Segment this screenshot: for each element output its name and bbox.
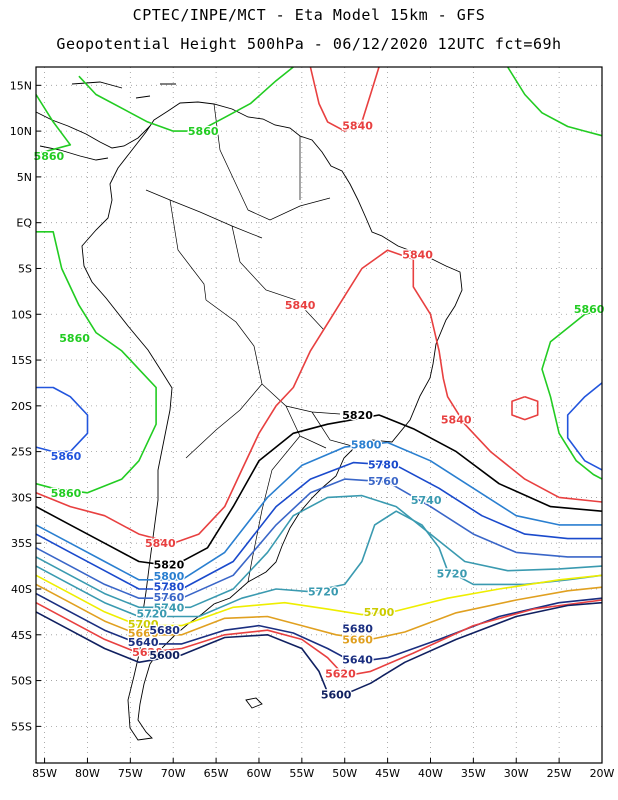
- contour-label: 5640: [128, 636, 159, 649]
- lat-tick-label: 35S: [11, 537, 32, 550]
- contour-label: 5740: [411, 494, 442, 507]
- graticule-grid: [36, 67, 603, 763]
- contour-label: 5720: [308, 586, 339, 599]
- contour-label: 5840: [342, 120, 373, 133]
- lon-tick-label: 55W: [289, 767, 314, 780]
- contour-label: 5800: [351, 438, 382, 451]
- contour-label: 5860: [59, 332, 90, 345]
- map-frame: [35, 66, 603, 764]
- contour-label: 5840: [145, 537, 176, 550]
- lat-tick-label: 15S: [11, 354, 32, 367]
- contour-label: 5620: [132, 646, 163, 659]
- lon-tick-label: 60W: [247, 767, 272, 780]
- contour-label: 5760: [368, 475, 399, 488]
- contour-5840: [309, 66, 380, 132]
- lon-tick-label: 70W: [161, 767, 186, 780]
- contour-5860: [35, 231, 157, 494]
- lat-tick-label: 25S: [11, 446, 32, 459]
- contour-label: 5640: [342, 654, 373, 667]
- contour-label: 5740: [154, 601, 185, 614]
- contour-label: 5860: [188, 125, 219, 138]
- contour-label: 5780: [368, 458, 399, 471]
- contour-label: 5700: [364, 606, 395, 619]
- lat-tick-label: 15N: [10, 79, 32, 92]
- falkland-islands: [245, 697, 263, 709]
- lat-tick-label: 5N: [17, 171, 32, 184]
- lon-tick-label: 65W: [204, 767, 229, 780]
- contour-label: 5820: [154, 558, 185, 571]
- south-america-coastline: [81, 101, 463, 741]
- contour-lines: [35, 66, 603, 696]
- contour-5700: [35, 574, 603, 627]
- contour-5760: [35, 478, 602, 600]
- lon-tick-label: 85W: [32, 767, 57, 780]
- contour-label: 5840: [441, 414, 472, 427]
- contour-label: 5660: [342, 633, 373, 646]
- contour-5780: [35, 461, 602, 590]
- contour-5860: [507, 66, 603, 137]
- contour-5820: [35, 414, 603, 567]
- lon-tick-label: 45W: [375, 767, 400, 780]
- contour-label: 5720: [437, 567, 468, 580]
- lat-tick-label: 45S: [11, 629, 32, 642]
- contour-5600: [35, 601, 603, 696]
- contour-5860: [541, 308, 603, 480]
- coastline-layer: [35, 81, 463, 741]
- lon-tick-label: 35W: [461, 767, 486, 780]
- contour-5800: [35, 441, 602, 581]
- contour-5840: [511, 395, 539, 421]
- contour-label: 5720: [136, 608, 167, 621]
- contour-label: 5860: [34, 150, 65, 163]
- lon-tick-label: 80W: [75, 767, 100, 780]
- contour-label: 5860: [51, 487, 82, 500]
- contour-label: 5620: [325, 667, 356, 680]
- lat-tick-label: 20S: [11, 400, 32, 413]
- lat-tick-label: 5S: [18, 262, 32, 275]
- contour-labels: 5860 5860 5860 5860 5860 5860 5840 5840 5840 5840…: [32, 118, 606, 702]
- country-borders: [145, 103, 353, 583]
- contour-label: 5840: [402, 249, 433, 262]
- contour-5740: [35, 494, 603, 609]
- lon-tick-label: 20W: [590, 767, 615, 780]
- contour-5860: [566, 382, 603, 471]
- contour-5660: [35, 583, 603, 641]
- contour-label: 5820: [342, 409, 373, 422]
- lat-tick-label: 10N: [10, 125, 32, 138]
- lat-tick-label: 10S: [11, 308, 32, 321]
- map-subtitle: Geopotential Height 500hPa - 06/12/2020 …: [56, 35, 562, 53]
- contour-label: 5660: [128, 627, 159, 640]
- contour-5860: [35, 386, 89, 453]
- lon-tick-label: 40W: [418, 767, 443, 780]
- lon-tick-label: 75W: [118, 767, 143, 780]
- axis-ticks: 15N10N5NEQ5S10S15S20S25S30S35S40S45S50S5…: [10, 79, 615, 780]
- lat-tick-label: 55S: [11, 720, 32, 733]
- contour-label: 5860: [51, 450, 82, 463]
- contour-label: 5780: [154, 580, 185, 593]
- lon-tick-label: 25W: [547, 767, 572, 780]
- contour-5860: [78, 66, 294, 132]
- contour-label: 5760: [154, 591, 185, 604]
- contour-5840: [35, 249, 603, 545]
- lat-tick-label: 30S: [11, 491, 32, 504]
- contour-5620: [35, 599, 603, 677]
- map-title: CPTEC/INPE/MCT - Eta Model 15km - GFS: [132, 6, 486, 24]
- contour-label: 5680: [149, 624, 180, 637]
- caribbean-islands: [71, 81, 176, 99]
- lat-tick-label: EQ: [16, 217, 32, 230]
- contour-label: 5860: [574, 303, 605, 316]
- lat-tick-label: 40S: [11, 583, 32, 596]
- contour-label: 5600: [149, 649, 180, 662]
- contour-label: 5800: [154, 570, 185, 583]
- lat-tick-label: 50S: [11, 675, 32, 688]
- contour-label: 5600: [321, 688, 352, 701]
- contour-label: 5680: [342, 622, 373, 635]
- contour-label: 5840: [285, 299, 316, 312]
- contour-5720: [35, 510, 603, 618]
- contour-5860: [35, 94, 72, 155]
- lon-tick-label: 50W: [332, 767, 357, 780]
- lon-tick-label: 30W: [504, 767, 529, 780]
- contour-label: 5700: [128, 618, 159, 631]
